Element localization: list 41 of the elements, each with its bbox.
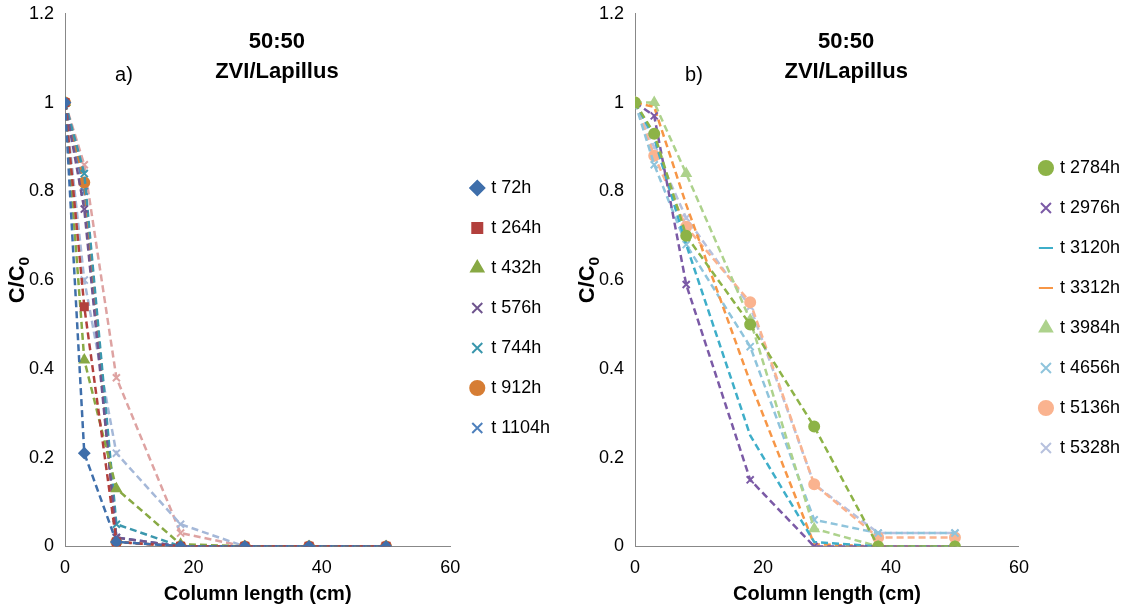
- y-tick-label: 0.4: [598, 357, 625, 378]
- y-tick-label: 0: [44, 535, 55, 556]
- legend-label: t 912h: [491, 376, 542, 397]
- x-tick-label: 40: [880, 557, 901, 578]
- y-tick-label: 1.2: [28, 2, 55, 23]
- y-tick-label: 0.8: [28, 180, 55, 201]
- legend-label: t 72h: [491, 176, 532, 197]
- legend-label: t 3984h: [1059, 316, 1121, 337]
- legend-label: t 3312h: [1059, 276, 1121, 297]
- y-tick-label: 1: [614, 91, 625, 112]
- legend-label: t 3120h: [1059, 236, 1121, 257]
- text: 50:50 ZVI/Lapillus: [784, 27, 908, 83]
- legend-label: t 432h: [491, 256, 542, 277]
- y-tick-label: 0.2: [598, 446, 625, 467]
- legend-label: t 5328h: [1059, 436, 1121, 457]
- legend-label: t 264h: [491, 216, 542, 237]
- x-tick-label: 40: [311, 557, 332, 578]
- legend-label: t 5136h: [1059, 396, 1121, 417]
- x-tick-label: 60: [1008, 557, 1029, 578]
- y-tick-label: 1.2: [598, 2, 625, 23]
- x-tick-label: 0: [60, 557, 71, 578]
- legend-label: t 576h: [491, 296, 542, 317]
- x-tick-label: 20: [752, 557, 774, 578]
- x-axis-title: Column length (cm): [733, 581, 921, 604]
- legend-label: t 2976h: [1059, 196, 1121, 217]
- y-tick-label: 0.4: [28, 357, 55, 378]
- x-axis-title: Column length (cm): [163, 581, 352, 604]
- y-tick-label: 1: [44, 91, 55, 112]
- text: 50:50 ZVI/Lapillus: [215, 27, 339, 83]
- y-tick-label: 0.8: [598, 180, 625, 201]
- x-tick-label: 60: [440, 557, 461, 578]
- legend-label: t 4656h: [1059, 356, 1121, 377]
- annotation: a): [115, 63, 133, 86]
- legend-label: t 744h: [491, 336, 542, 357]
- legend-label: t 2784h: [1059, 156, 1121, 177]
- x-tick-label: 20: [183, 557, 204, 578]
- y-tick-label: 0: [614, 535, 625, 556]
- legend-label: t 1104h: [491, 416, 551, 437]
- annotation: b): [685, 63, 703, 86]
- y-tick-label: 0.2: [28, 446, 55, 467]
- x-tick-label: 0: [630, 557, 641, 578]
